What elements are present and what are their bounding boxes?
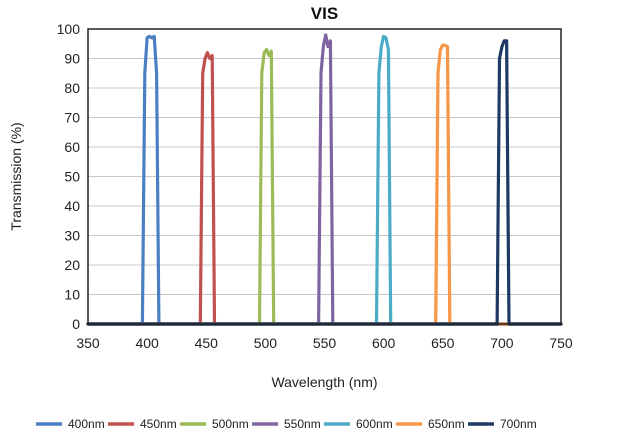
y-tick-label: 20	[64, 257, 80, 273]
legend-label: 550nm	[284, 417, 321, 431]
series-layer	[86, 33, 563, 326]
y-tick-label: 50	[64, 169, 80, 185]
x-tick-label: 650	[431, 335, 455, 351]
y-axis-label: Transmission (%)	[8, 122, 24, 230]
y-axis-ticks: 0 10 20 30 40 50 60 70 80 90 100	[57, 21, 81, 332]
x-axis-ticks: 350 400 450 500 550 600 650 700 750	[76, 335, 573, 351]
series-line-650nm	[86, 43, 563, 326]
chart-title: VIS	[311, 4, 338, 23]
x-tick-label: 500	[254, 335, 278, 351]
gridlines	[88, 58, 561, 295]
x-tick-label: 700	[490, 335, 514, 351]
x-axis-label: Wavelength (nm)	[271, 374, 377, 390]
series-line-450nm	[86, 50, 563, 326]
plot-frame	[87, 28, 562, 325]
y-tick-label: 80	[64, 80, 80, 96]
y-tick-label: 0	[72, 316, 80, 332]
legend-label: 450nm	[140, 417, 177, 431]
x-tick-label: 450	[195, 335, 219, 351]
y-tick-label: 100	[57, 21, 81, 37]
x-tick-label: 400	[135, 335, 159, 351]
y-tick-label: 60	[64, 139, 80, 155]
x-tick-label: 350	[76, 335, 100, 351]
x-tick-label: 750	[549, 335, 573, 351]
y-tick-label: 30	[64, 228, 80, 244]
y-tick-label: 70	[64, 110, 80, 126]
y-tick-label: 90	[64, 51, 80, 67]
series-line-550nm	[86, 33, 563, 326]
series-line-500nm	[86, 47, 563, 326]
series-line-400nm	[86, 34, 563, 326]
legend-label: 700nm	[500, 417, 537, 431]
series-line-600nm	[86, 34, 563, 326]
legend-label: 400nm	[68, 417, 105, 431]
y-tick-label: 10	[64, 287, 80, 303]
legend: 400nm 450nm 500nm 550nm 600nm 650nm 700nm	[36, 417, 537, 431]
y-tick-label: 40	[64, 198, 80, 214]
legend-label: 500nm	[212, 417, 249, 431]
x-tick-label: 600	[372, 335, 396, 351]
legend-label: 600nm	[356, 417, 393, 431]
series-line-700nm	[86, 39, 563, 326]
legend-label: 650nm	[428, 417, 465, 431]
x-tick-label: 550	[313, 335, 337, 351]
